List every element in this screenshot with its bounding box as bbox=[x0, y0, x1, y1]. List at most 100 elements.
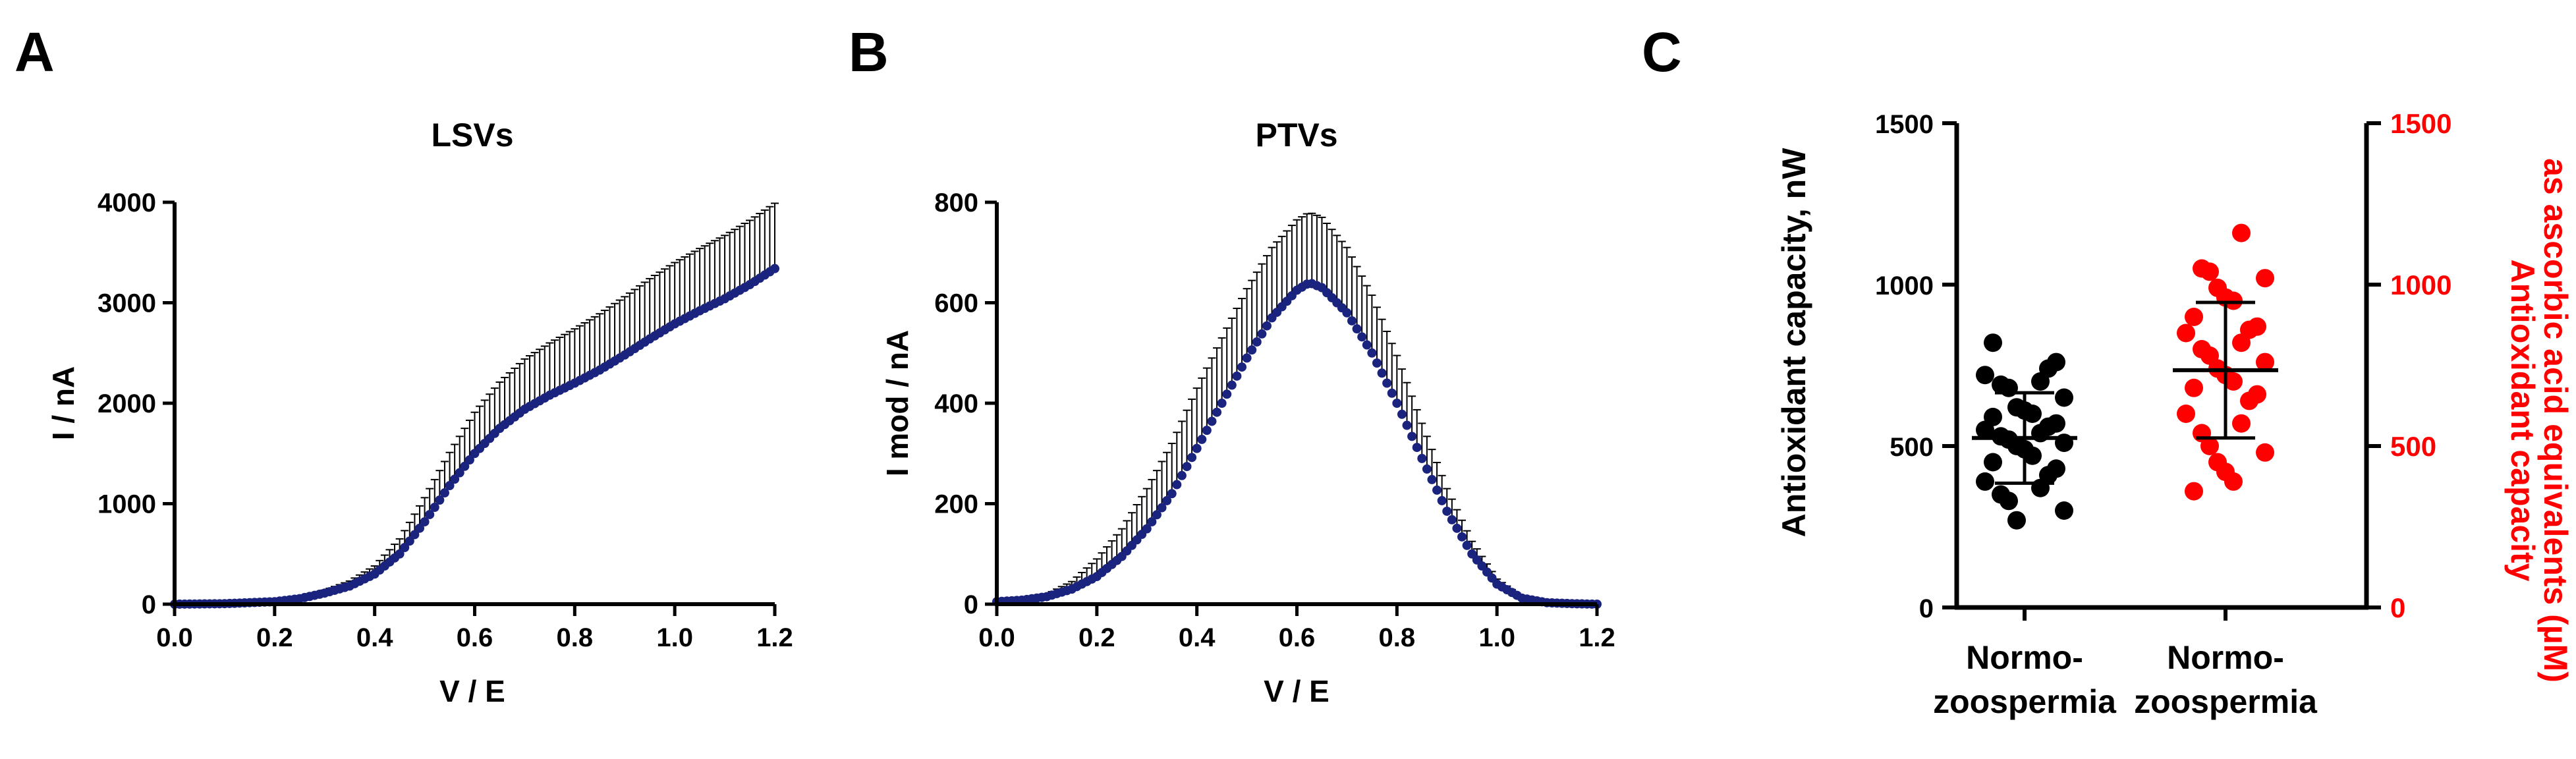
data-point bbox=[1207, 416, 1217, 426]
data-point bbox=[1457, 532, 1467, 542]
data-point bbox=[450, 474, 460, 484]
y-tick-label: 200 bbox=[934, 490, 978, 519]
data-point bbox=[430, 502, 439, 512]
chart-a-title: LSVs bbox=[431, 117, 513, 154]
data-point bbox=[1252, 337, 1262, 347]
scatter-point bbox=[1976, 366, 1994, 385]
category-label: Normo- bbox=[2167, 639, 2284, 676]
scatter-point bbox=[2200, 262, 2219, 281]
chart-b-y-label: I mod / nA bbox=[880, 330, 914, 476]
x-tick-label: 0.0 bbox=[156, 623, 193, 652]
scatter-point bbox=[2256, 269, 2274, 288]
data-point bbox=[439, 488, 449, 498]
data-point bbox=[1232, 371, 1242, 381]
scatter-point bbox=[2000, 492, 2018, 511]
data-point bbox=[1182, 462, 1192, 472]
y-tick-label: 800 bbox=[934, 188, 978, 217]
data-point bbox=[395, 549, 405, 559]
data-point bbox=[1262, 321, 1272, 331]
y-tick-label: 400 bbox=[934, 389, 978, 418]
chart-b-x-ticks: 0.0 0.2 0.4 0.6 0.8 1.0 1.2 bbox=[978, 604, 1615, 652]
data-point bbox=[1142, 524, 1152, 534]
data-point bbox=[1222, 389, 1232, 399]
y-tick-label: 0 bbox=[964, 590, 978, 619]
scatter-point bbox=[2055, 388, 2073, 407]
chart-b-title: PTVs bbox=[1255, 117, 1337, 154]
chart-a-x-ticks: 0.0 0.2 0.4 0.6 0.8 1.0 1.2 bbox=[156, 604, 793, 652]
scatter-point bbox=[2023, 405, 2042, 423]
chart-c-right-label-line-2: as ascorbic acid equivalents (µM) bbox=[2537, 158, 2574, 683]
data-point bbox=[414, 523, 424, 533]
right-tick-label: 1000 bbox=[2390, 269, 2451, 300]
scatter-point bbox=[2256, 352, 2274, 372]
data-point bbox=[1362, 340, 1372, 350]
data-point bbox=[1187, 453, 1197, 463]
x-tick-label: 1.2 bbox=[1579, 623, 1615, 652]
chart-a-x-label: V / E bbox=[439, 674, 505, 708]
y-tick-label: 0 bbox=[142, 590, 156, 619]
x-tick-label: 0.6 bbox=[1279, 623, 1316, 652]
panel-letter-c: C bbox=[1642, 21, 1682, 83]
chart-lsv: LSVs 0 1000 2000 3000 4000 0.0 0.2 0.4 0.6 0.8 1.… bbox=[46, 117, 793, 708]
data-point bbox=[410, 530, 420, 540]
data-point bbox=[1452, 523, 1462, 533]
chart-antioxidant-capacity: 0 500 1000 1500 0 500 1000 1500 Normo-zoosperm… bbox=[1776, 108, 2574, 720]
data-point bbox=[435, 495, 445, 505]
data-point bbox=[1217, 399, 1227, 408]
data-point bbox=[1437, 495, 1447, 505]
category-label: zoospermia bbox=[1933, 683, 2117, 720]
x-tick-label: 0.2 bbox=[1078, 623, 1115, 652]
chart-c-right-ticks: 0 500 1000 1500 bbox=[2366, 108, 2451, 623]
data-point bbox=[1387, 388, 1397, 398]
y-tick-label: 500 bbox=[1890, 433, 1934, 462]
scatter-point bbox=[1984, 333, 2002, 352]
y-tick-label: 0 bbox=[1919, 594, 1934, 623]
data-point bbox=[400, 542, 410, 552]
x-tick-label: 0.8 bbox=[1379, 623, 1416, 652]
data-point bbox=[770, 264, 779, 273]
scatter-point bbox=[1976, 420, 1994, 439]
x-tick-label: 1.2 bbox=[756, 623, 793, 652]
x-tick-label: 1.0 bbox=[1478, 623, 1515, 652]
data-point bbox=[1367, 348, 1377, 358]
data-point bbox=[420, 517, 430, 526]
chart-c-left-ticks: 0 500 1000 1500 bbox=[1875, 110, 1957, 623]
y-tick-label: 1500 bbox=[1875, 110, 1934, 139]
scatter-point bbox=[2232, 223, 2251, 242]
y-tick-label: 600 bbox=[934, 289, 978, 318]
data-point bbox=[464, 455, 474, 465]
scatter-point bbox=[2185, 308, 2203, 326]
data-point bbox=[1412, 443, 1422, 453]
scatter-point bbox=[2240, 391, 2258, 410]
right-tick-label: 0 bbox=[2390, 592, 2405, 623]
chart-b-data-points bbox=[992, 279, 1602, 609]
y-tick-label: 1000 bbox=[98, 490, 156, 519]
panel-letter-a: A bbox=[14, 21, 55, 83]
scatter-point bbox=[2224, 372, 2243, 391]
data-point bbox=[1402, 420, 1412, 430]
data-point bbox=[460, 461, 470, 471]
y-tick-label: 4000 bbox=[98, 188, 156, 217]
scatter-point bbox=[2224, 472, 2243, 491]
scatter-point bbox=[2256, 443, 2274, 462]
category-label: Normo- bbox=[1966, 639, 2083, 676]
x-tick-label: 0.6 bbox=[457, 623, 493, 652]
right-tick-label: 1500 bbox=[2390, 108, 2451, 139]
y-tick-label: 3000 bbox=[98, 289, 156, 318]
data-point bbox=[1427, 474, 1437, 484]
data-point bbox=[1392, 399, 1402, 408]
data-point bbox=[1147, 517, 1157, 526]
chart-c-data-points bbox=[1972, 223, 2278, 621]
data-point bbox=[1167, 489, 1177, 499]
data-point bbox=[1352, 324, 1362, 334]
x-tick-label: 0.4 bbox=[356, 623, 393, 652]
data-point bbox=[1347, 316, 1357, 325]
scatter-point bbox=[1976, 472, 1994, 491]
data-point bbox=[1447, 515, 1457, 524]
data-point bbox=[1377, 368, 1387, 378]
scatter-point bbox=[1984, 453, 2002, 472]
data-point bbox=[1152, 510, 1162, 520]
scatter-point bbox=[2185, 482, 2203, 501]
chart-a-error-bars bbox=[200, 202, 779, 605]
